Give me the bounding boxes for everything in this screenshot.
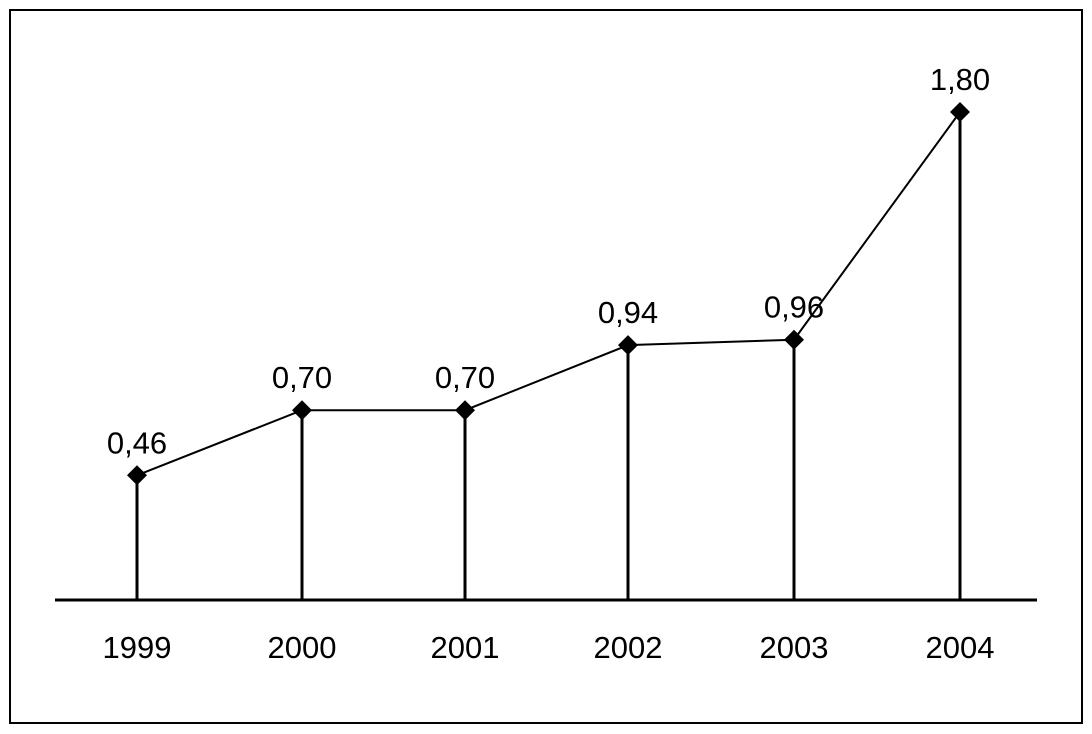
data-point-2003 [784,329,804,350]
data-label-2004: 1,80 [930,62,990,97]
chart-frame [9,9,1083,724]
data-point-2004 [950,102,970,122]
x-tick-label-1999: 1999 [103,630,172,665]
x-tick-label-2002: 2002 [594,630,663,665]
x-tick-label-2000: 2000 [268,630,337,665]
data-point-2002 [618,335,638,356]
data-label-1999: 0,46 [107,425,167,460]
data-point-1999 [127,465,147,486]
x-tick-label-2003: 2003 [760,630,829,665]
data-point-2000 [292,400,312,421]
data-label-2002: 0,94 [598,295,658,330]
data-label-2000: 0,70 [272,360,332,395]
x-tick-label-2004: 2004 [926,630,995,665]
x-tick-label-2001: 2001 [431,630,500,665]
data-label-2003: 0,96 [764,290,824,325]
data-labels: 0,46 0,70 0,70 0,94 0,96 1,80 [107,62,990,460]
data-label-2001: 0,70 [435,360,495,395]
series-line [136,111,961,477]
data-markers [127,102,970,486]
x-tick-labels: 1999 2000 2001 2002 2003 2004 [103,630,995,665]
data-point-2001 [455,400,475,421]
drop-lines [135,112,962,600]
